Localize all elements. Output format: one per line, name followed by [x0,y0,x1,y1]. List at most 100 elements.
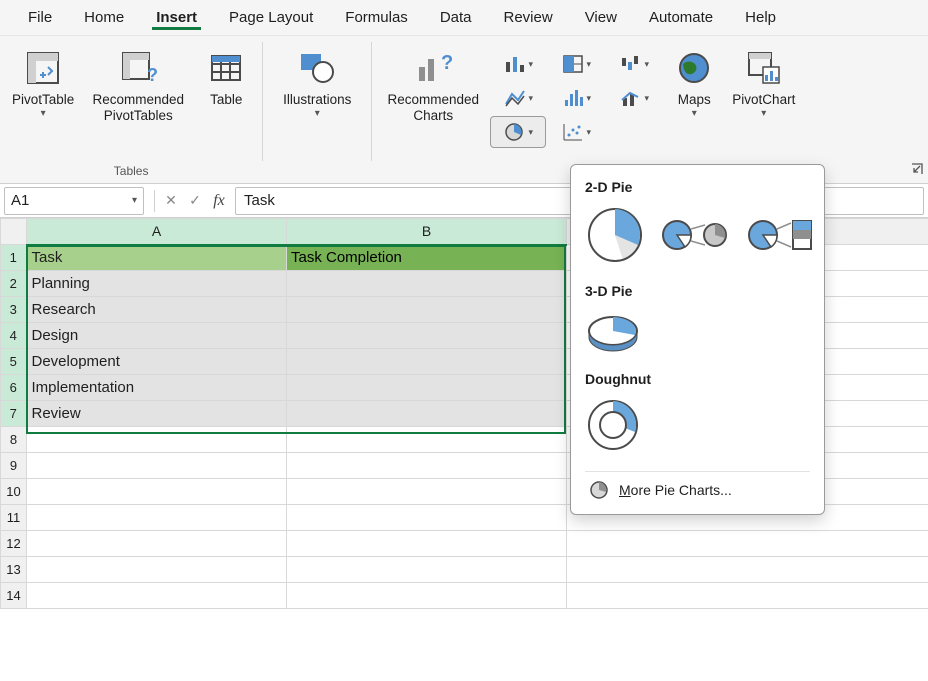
row-header[interactable]: 3 [1,297,27,323]
recommended-pivot-button[interactable]: ? Recommended PivotTables [82,42,194,126]
row-header[interactable]: 4 [1,323,27,349]
cell[interactable] [287,323,567,349]
row-header[interactable]: 11 [1,505,27,531]
waterfall-chart-button[interactable]: ▾ [606,48,662,80]
enter-formula-button[interactable]: ✓ [183,189,207,213]
cell[interactable] [287,401,567,427]
row-header[interactable]: 8 [1,427,27,453]
table-row[interactable]: 12 [1,531,928,557]
cell[interactable] [567,583,928,609]
doughnut-button[interactable] [585,397,641,453]
column-header[interactable]: B [287,219,567,245]
cell[interactable] [287,453,567,479]
cell[interactable] [287,583,567,609]
more-pie-charts-button[interactable]: More Pie Charts... [585,471,810,504]
cell[interactable] [27,557,287,583]
hierarchy-chart-button[interactable]: ▾ [548,48,604,80]
row-header[interactable]: 1 [1,245,27,271]
row-header[interactable]: 12 [1,531,27,557]
recommended-pivot-icon: ? [119,46,157,90]
row-header[interactable]: 10 [1,479,27,505]
tab-home[interactable]: Home [68,3,140,32]
cell[interactable]: Design [27,323,287,349]
line-chart-button[interactable]: ▾ [490,82,546,114]
tab-formulas[interactable]: Formulas [329,3,424,32]
tab-page-layout[interactable]: Page Layout [213,3,329,32]
tab-automate[interactable]: Automate [633,3,729,32]
cell[interactable] [27,583,287,609]
cell[interactable] [287,531,567,557]
maps-button[interactable]: Maps ▾ [664,42,724,121]
chevron-down-icon: ▾ [761,108,766,119]
column-header[interactable]: A [27,219,287,245]
pivot-chart-button[interactable]: PivotChart ▾ [726,42,801,121]
pie-chart-button[interactable]: ▾ [490,116,546,148]
cell[interactable] [567,557,928,583]
cell[interactable] [287,297,567,323]
tab-file[interactable]: File [12,3,68,32]
row-header[interactable]: 13 [1,557,27,583]
row-header[interactable]: 6 [1,375,27,401]
cell[interactable]: Implementation [27,375,287,401]
illustrations-icon [297,46,337,90]
ribbon-expand-icon[interactable] [910,162,924,179]
table-row[interactable]: 14 [1,583,928,609]
recommended-charts-button[interactable]: ? Recommended Charts [378,42,488,126]
cell[interactable] [287,427,567,453]
insert-function-button[interactable]: fx [207,189,231,213]
cell[interactable] [287,271,567,297]
row-header[interactable]: 2 [1,271,27,297]
pie-3d-button[interactable] [585,309,641,353]
more-pie-charts-label: More Pie Charts... [619,482,732,498]
scatter-chart-button[interactable]: ▾ [548,116,604,148]
cell[interactable] [287,349,567,375]
tab-data[interactable]: Data [424,3,488,32]
cell[interactable] [27,479,287,505]
cell[interactable] [27,531,287,557]
ribbon-group-label-tables: Tables [6,164,256,181]
pie-chart-dropdown: 2-D Pie [570,164,825,515]
chevron-down-icon: ▾ [41,108,46,119]
table-button[interactable]: Table [196,42,256,110]
cell[interactable]: Review [27,401,287,427]
tab-view[interactable]: View [569,3,633,32]
combo-chart-button[interactable]: ▾ [606,82,662,114]
table-row[interactable]: 13 [1,557,928,583]
cell[interactable] [27,427,287,453]
formula-value: Task [244,192,275,209]
tab-help[interactable]: Help [729,3,792,32]
cell[interactable] [287,479,567,505]
row-header[interactable]: 7 [1,401,27,427]
ribbon-group-illustrations: Illustrations ▾ [263,36,371,183]
cell[interactable]: Task Completion [287,245,567,271]
cell[interactable] [27,505,287,531]
cell[interactable]: Task [27,245,287,271]
pie-of-pie-button[interactable] [659,205,731,265]
maps-label: Maps [678,92,711,108]
cell[interactable] [287,375,567,401]
cell[interactable]: Development [27,349,287,375]
cell[interactable] [287,557,567,583]
pie-2d-button[interactable] [585,205,645,265]
chevron-down-icon: ▾ [692,108,697,119]
cancel-formula-button[interactable]: ✕ [159,189,183,213]
tab-review[interactable]: Review [488,3,569,32]
row-header[interactable]: 5 [1,349,27,375]
row-header[interactable]: 9 [1,453,27,479]
menubar: File Home Insert Page Layout Formulas Da… [0,0,928,36]
column-chart-button[interactable]: ▾ [490,48,546,80]
bar-of-pie-button[interactable] [745,205,817,265]
pie-icon [589,480,609,500]
statistic-chart-button[interactable]: ▾ [548,82,604,114]
row-header[interactable]: 14 [1,583,27,609]
cell[interactable] [287,505,567,531]
name-box[interactable]: A1 ▾ [4,187,144,215]
select-all-corner[interactable] [1,219,27,245]
cell[interactable]: Research [27,297,287,323]
tab-insert[interactable]: Insert [140,3,213,32]
cell[interactable] [27,453,287,479]
illustrations-button[interactable]: Illustrations ▾ [269,42,365,121]
pivot-table-button[interactable]: PivotTable ▾ [6,42,80,121]
cell[interactable]: Planning [27,271,287,297]
cell[interactable] [567,531,928,557]
